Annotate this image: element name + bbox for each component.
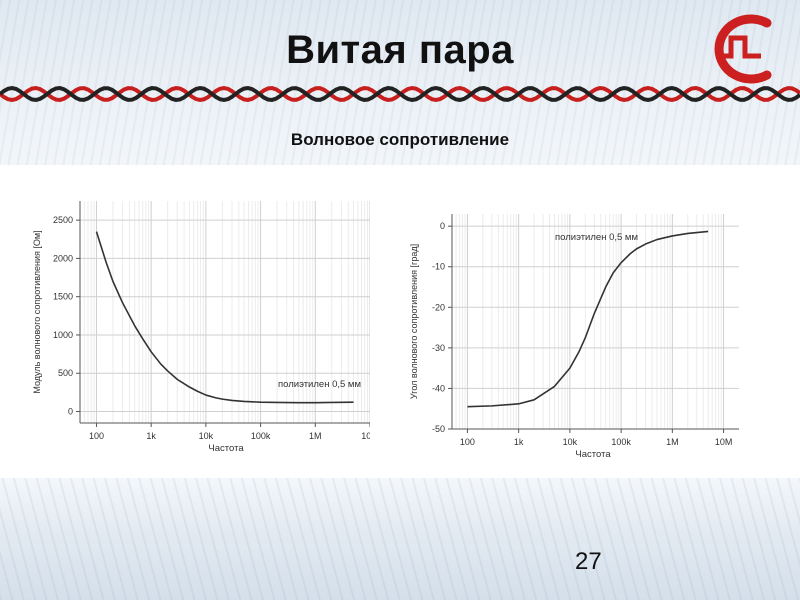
chart2-y-tick-label: -40 — [432, 383, 445, 393]
chart1-annotation: полиэтилен 0,5 мм — [278, 379, 361, 390]
impedance-angle-chart: 0 -10 -20 -30 -40 -50 100 1k 10k 100k 1M 10M Частота… — [409, 214, 739, 460]
chart1-x-tick-label: 10M — [361, 431, 370, 441]
chart2-x-tick-label: 1k — [514, 437, 524, 447]
chart1-x-tick-label: 10k — [199, 431, 214, 441]
chart2-y-tick-label: -20 — [432, 302, 445, 312]
chart1-y-tick-label: 2000 — [53, 253, 73, 263]
chart1-y-tick-label: 0 — [68, 407, 73, 417]
page-number: 27 — [575, 548, 602, 575]
chart1-y-axis-label: Модуль волнового сопротивления [Ом] — [32, 230, 42, 393]
chart2-annotation: полиэтилен 0,5 мм — [555, 232, 638, 243]
chart2-y-tick-label: 0 — [440, 221, 445, 231]
chart2-series-line — [467, 230, 709, 408]
chart1-x-tick-label: 100k — [251, 431, 271, 441]
twisted-pair-divider — [0, 85, 800, 103]
chart2-x-tick-label: 10M — [715, 437, 733, 447]
chart2-x-tick-label: 100k — [611, 437, 631, 447]
chart2-y-tick-label: -10 — [432, 262, 445, 272]
company-logo — [714, 14, 772, 84]
impedance-magnitude-chart: 0 500 1000 1500 2000 2500 100 1k 10k 100k 1M 10M Час… — [32, 201, 370, 454]
chart2-y-tick-label: -50 — [432, 424, 445, 434]
slide-subtitle: Волновое сопротивление — [290, 130, 510, 149]
chart1-x-tick-label: 1M — [309, 431, 322, 441]
header-background — [0, 0, 800, 165]
chart2-y-tick-label: -30 — [432, 343, 445, 353]
chart2-x-tick-label: 10k — [563, 437, 578, 447]
chart1-x-tick-label: 100 — [89, 431, 104, 441]
chart2-y-axis-label: Угол волнового сопротивления [град] — [409, 244, 419, 399]
chart1-y-tick-label: 2500 — [53, 215, 73, 225]
slide-title: Витая пара — [286, 28, 514, 72]
chart2-x-axis-label: Частота — [575, 449, 611, 460]
chart1-x-tick-label: 1k — [146, 431, 156, 441]
chart1-y-tick-label: 1500 — [53, 292, 73, 302]
chart1-y-tick-label: 1000 — [53, 330, 73, 340]
footer-background — [0, 478, 800, 600]
chart1-y-tick-label: 500 — [58, 368, 73, 378]
chart1-x-axis-label: Частота — [208, 443, 244, 454]
chart2-x-tick-label: 1M — [666, 437, 679, 447]
chart2-x-tick-label: 100 — [460, 437, 475, 447]
chart2-grid — [452, 214, 739, 429]
chart1-series-line — [95, 231, 354, 404]
chart1-grid — [80, 201, 370, 423]
